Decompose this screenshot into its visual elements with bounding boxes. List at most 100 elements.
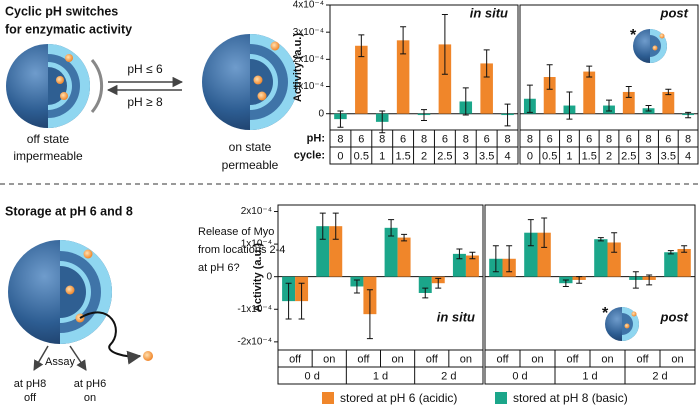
table-cell: 8 — [379, 133, 385, 145]
diagram-title: Cyclic pH switches — [5, 4, 118, 18]
bar — [316, 226, 330, 277]
error-bar — [665, 88, 672, 96]
bar — [583, 71, 596, 114]
arrow-label: pH ≤ 6 — [127, 62, 163, 76]
bar — [384, 227, 398, 277]
table-cell: 3 — [645, 150, 651, 162]
y-axis-label: Activity (a.u.) — [252, 243, 264, 312]
x-tick-label: on — [601, 353, 613, 365]
y-tick-label: 2x10⁻⁴ — [241, 206, 272, 217]
row-label: cycle: — [294, 149, 325, 161]
table-cell: 0 — [337, 150, 343, 162]
assay-label: at pH6 — [74, 378, 106, 390]
table-cell: 2 — [421, 150, 427, 162]
table-cell: 4 — [504, 150, 510, 162]
table-cell: 1.5 — [582, 150, 597, 162]
released-protein — [143, 351, 153, 361]
question: from locations 2-4 — [198, 244, 285, 256]
error-bar — [685, 111, 692, 119]
x-tick-label: off — [566, 353, 579, 365]
group-label: 0 d — [305, 370, 320, 382]
table-cell: 1.5 — [395, 150, 410, 162]
group-label: 2 d — [652, 370, 667, 382]
x-tick-label: off — [289, 353, 302, 365]
assay-label: at pH8 — [14, 378, 46, 390]
error-bar — [337, 110, 344, 128]
table-cell: 6 — [442, 133, 448, 145]
error-bar — [469, 251, 476, 260]
x-tick-label: off — [496, 353, 509, 365]
diagram-subtitle: for enzymatic activity — [5, 22, 132, 36]
table-cell: 8 — [566, 133, 572, 145]
error-bar — [441, 14, 448, 75]
group-label: 1 d — [582, 370, 597, 382]
x-tick-label: off — [636, 353, 649, 365]
table-cell: 0.5 — [354, 150, 369, 162]
x-tick-label: off — [426, 353, 439, 365]
x-tick-label: on — [671, 353, 683, 365]
error-bar — [597, 237, 604, 242]
error-bar — [366, 289, 373, 340]
table-cell: 6 — [547, 133, 553, 145]
bar — [524, 232, 538, 277]
table-cell: 6 — [586, 133, 592, 145]
bar — [397, 237, 411, 277]
y-tick-label: -1x10⁻⁴ — [237, 304, 272, 315]
error-bar — [541, 217, 548, 248]
y-tick-label: 1x10⁻⁴ — [293, 81, 324, 92]
bar — [396, 40, 410, 114]
error-bar — [611, 232, 618, 253]
bar — [622, 91, 635, 114]
x-tick-label: on — [531, 353, 543, 365]
table-cell: 8 — [337, 133, 343, 145]
table-cell: 1 — [379, 150, 385, 162]
bar — [355, 45, 368, 114]
table-cell: 2 — [606, 150, 612, 162]
error-bar — [606, 99, 612, 112]
table-cell: 3 — [463, 150, 469, 162]
y-tick-label: 4x10⁻⁴ — [293, 0, 324, 11]
y-tick-label: -2x10⁻⁴ — [237, 336, 272, 347]
table-cell: 8 — [527, 133, 533, 145]
state-desc: impermeable — [13, 149, 83, 163]
error-bar — [388, 219, 395, 237]
table-cell: 4 — [685, 150, 691, 162]
error-bar — [506, 245, 513, 273]
bar — [662, 91, 675, 114]
error-bar — [527, 219, 534, 247]
error-bar — [526, 84, 533, 113]
error-bar — [681, 245, 688, 253]
sphere-storage — [8, 240, 112, 344]
error-bar — [456, 248, 463, 260]
error-bar — [285, 282, 292, 320]
arrow — [69, 345, 87, 371]
bar — [465, 255, 479, 277]
y-tick-label: 0 — [266, 271, 272, 282]
error-bar — [400, 26, 407, 55]
bar — [607, 242, 621, 277]
x-tick-label: on — [460, 353, 472, 365]
table-cell: 8 — [645, 133, 651, 145]
question: Release of Myo — [198, 226, 274, 238]
bar — [418, 276, 432, 293]
error-bar — [586, 65, 593, 78]
plot-frame — [484, 204, 696, 351]
annotation: in situ — [437, 309, 475, 324]
error-bar — [435, 277, 442, 289]
x-tick-label: off — [357, 353, 370, 365]
sphere-off — [6, 44, 90, 128]
table-cell: 6 — [358, 133, 364, 145]
error-bar — [353, 279, 360, 294]
table-cell: 2.5 — [437, 150, 452, 162]
table-cell: 6 — [665, 133, 671, 145]
annotation: post — [660, 5, 689, 20]
group-label: 1 d — [373, 370, 388, 382]
bar — [594, 239, 608, 277]
legend-label: stored at pH 6 (acidic) — [340, 391, 457, 405]
table-cell: 8 — [463, 133, 469, 145]
table-cell: 3.5 — [479, 150, 494, 162]
table-cell: 0 — [527, 150, 533, 162]
bar — [664, 252, 678, 277]
error-bar — [422, 287, 429, 299]
row-label: pH: — [307, 132, 325, 144]
